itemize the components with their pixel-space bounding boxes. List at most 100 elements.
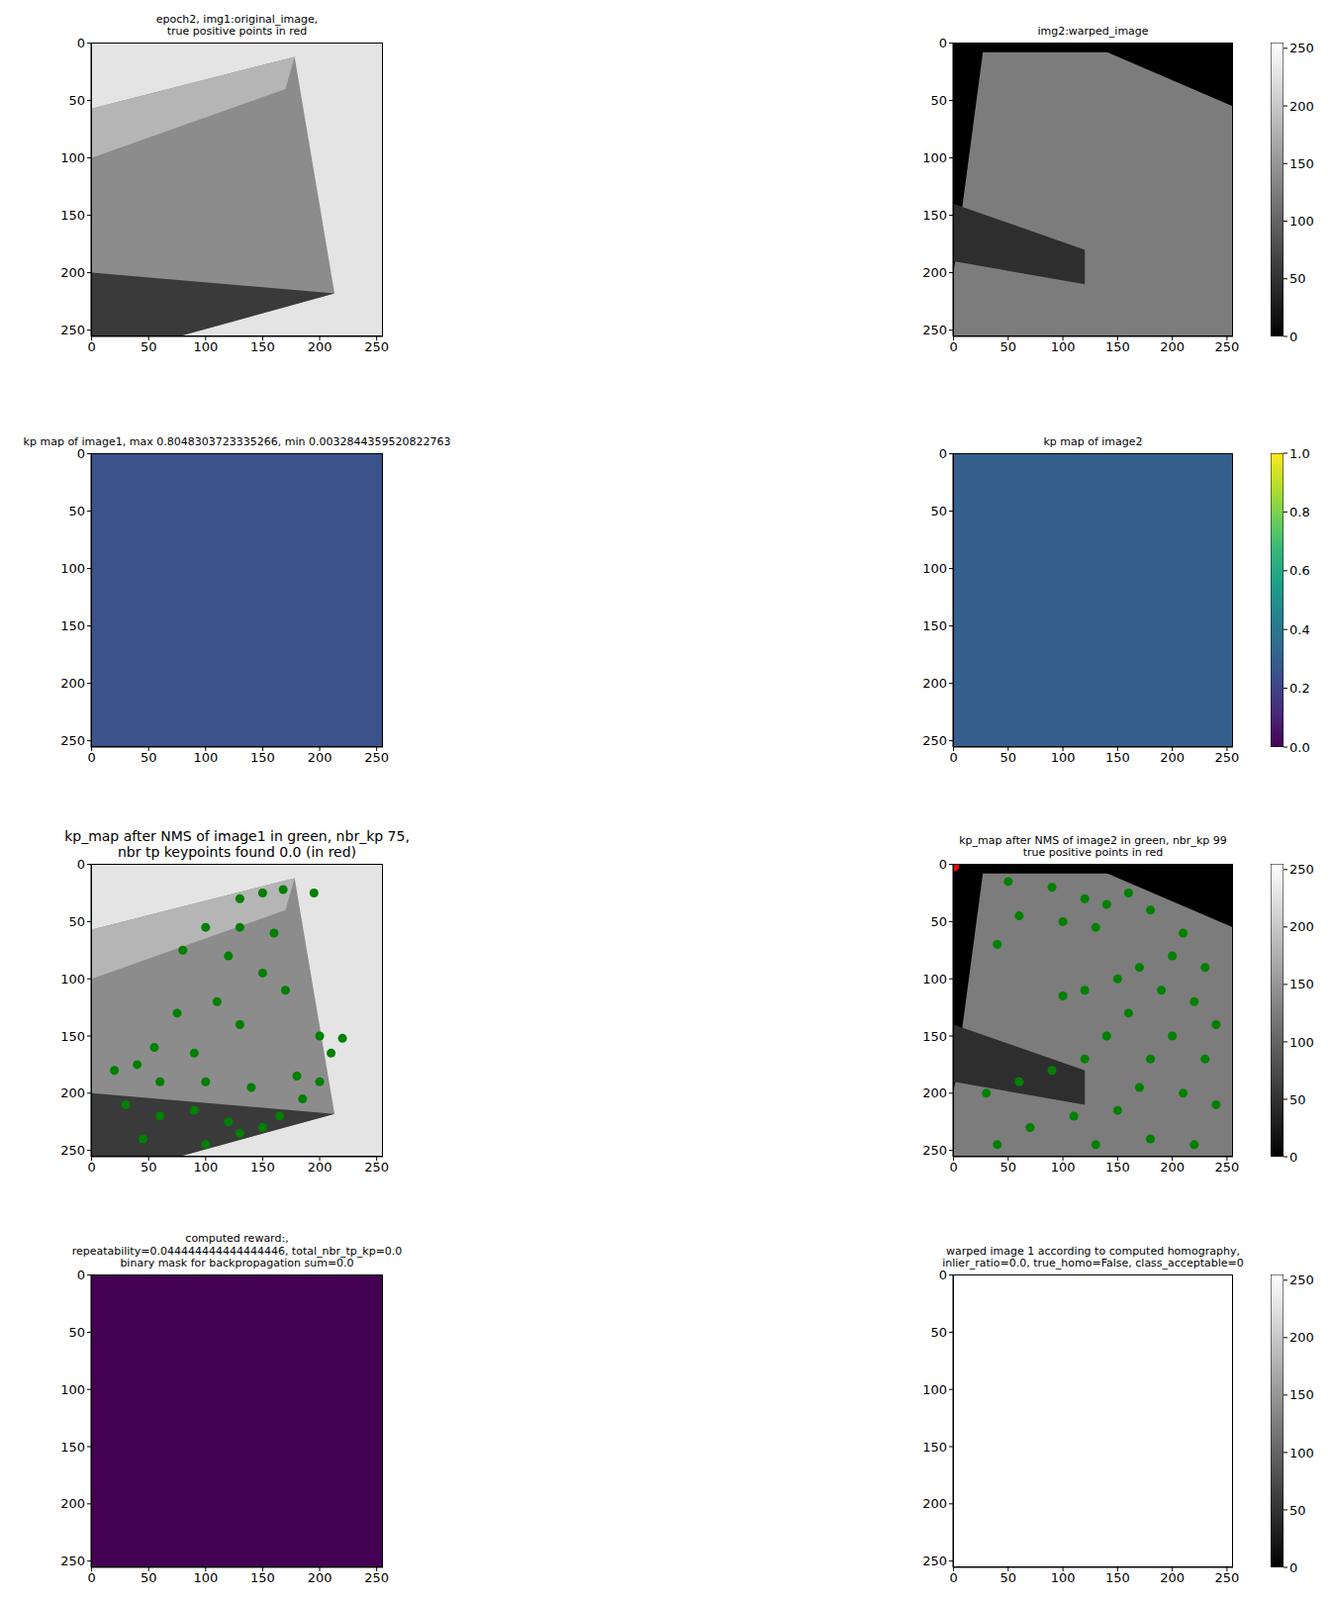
svg-text:150: 150 <box>60 1029 86 1045</box>
svg-text:0: 0 <box>949 339 957 355</box>
svg-text:0: 0 <box>1289 1560 1298 1576</box>
svg-text:0: 0 <box>77 35 86 51</box>
svg-text:100: 100 <box>192 1159 218 1175</box>
svg-text:50: 50 <box>930 93 948 108</box>
svg-text:0: 0 <box>87 339 96 355</box>
svg-text:0: 0 <box>949 1159 957 1175</box>
svg-text:50: 50 <box>1000 750 1018 765</box>
svg-text:0: 0 <box>949 750 957 765</box>
svg-text:250: 250 <box>60 1142 86 1158</box>
svg-text:200: 200 <box>1159 339 1185 355</box>
svg-text:50: 50 <box>140 1570 158 1586</box>
svg-text:200: 200 <box>60 675 86 691</box>
svg-text:100: 100 <box>192 339 218 355</box>
svg-text:200: 200 <box>922 265 948 281</box>
svg-text:150: 150 <box>1105 1159 1131 1175</box>
svg-text:100: 100 <box>1289 1035 1315 1050</box>
svg-text:200: 200 <box>60 265 86 281</box>
svg-text:200: 200 <box>307 339 333 355</box>
svg-text:150: 150 <box>1289 1387 1315 1403</box>
svg-text:250: 250 <box>922 1142 948 1158</box>
svg-text:50: 50 <box>68 93 86 108</box>
svg-text:100: 100 <box>1289 213 1315 229</box>
svg-text:150: 150 <box>1105 1570 1131 1586</box>
svg-text:50: 50 <box>1000 1570 1018 1586</box>
svg-text:150: 150 <box>250 750 276 765</box>
svg-text:0: 0 <box>77 446 86 462</box>
svg-text:50: 50 <box>68 503 86 519</box>
svg-text:250: 250 <box>1289 1272 1315 1288</box>
svg-text:200: 200 <box>60 1085 86 1101</box>
svg-text:150: 150 <box>250 1570 276 1586</box>
svg-text:200: 200 <box>1289 98 1315 114</box>
svg-text:150: 150 <box>922 1439 948 1455</box>
svg-text:200: 200 <box>1159 750 1185 765</box>
svg-text:0: 0 <box>1289 1149 1298 1165</box>
svg-text:200: 200 <box>922 1496 948 1512</box>
svg-text:50: 50 <box>140 1159 158 1175</box>
svg-text:250: 250 <box>922 1553 948 1569</box>
svg-text:250: 250 <box>364 339 389 355</box>
svg-text:150: 150 <box>250 339 276 355</box>
svg-text:250: 250 <box>60 733 86 749</box>
svg-text:250: 250 <box>922 322 948 338</box>
svg-text:0: 0 <box>77 1267 86 1283</box>
svg-text:50: 50 <box>1000 1159 1018 1175</box>
svg-text:100: 100 <box>192 1570 218 1586</box>
svg-text:250: 250 <box>60 322 86 338</box>
svg-text:250: 250 <box>1215 1159 1240 1175</box>
svg-text:0.8: 0.8 <box>1289 504 1311 520</box>
svg-text:50: 50 <box>1289 1092 1307 1108</box>
svg-text:0: 0 <box>87 1570 96 1586</box>
svg-text:200: 200 <box>922 675 948 691</box>
svg-text:50: 50 <box>140 750 158 765</box>
svg-text:150: 150 <box>922 1029 948 1045</box>
svg-text:50: 50 <box>930 914 948 930</box>
svg-text:100: 100 <box>60 150 86 166</box>
svg-text:0: 0 <box>77 856 86 872</box>
svg-text:150: 150 <box>1105 750 1131 765</box>
svg-text:250: 250 <box>60 1553 86 1569</box>
svg-text:50: 50 <box>68 1325 86 1340</box>
svg-text:250: 250 <box>922 733 948 749</box>
svg-text:200: 200 <box>307 1570 333 1586</box>
svg-text:0.0: 0.0 <box>1289 740 1311 756</box>
svg-text:0: 0 <box>1289 329 1298 345</box>
svg-text:100: 100 <box>60 561 86 576</box>
svg-text:200: 200 <box>922 1085 948 1101</box>
svg-text:150: 150 <box>922 618 948 634</box>
svg-text:250: 250 <box>1215 750 1240 765</box>
svg-text:0: 0 <box>939 446 948 462</box>
svg-text:100: 100 <box>1050 1570 1076 1586</box>
svg-text:150: 150 <box>1105 339 1131 355</box>
svg-text:250: 250 <box>364 750 389 765</box>
svg-text:250: 250 <box>1289 40 1315 56</box>
svg-text:0.6: 0.6 <box>1289 563 1311 578</box>
svg-text:0.2: 0.2 <box>1289 680 1311 696</box>
svg-text:1.0: 1.0 <box>1289 446 1311 462</box>
svg-text:0: 0 <box>949 1570 957 1586</box>
svg-text:100: 100 <box>192 750 218 765</box>
svg-text:50: 50 <box>140 339 158 355</box>
svg-text:50: 50 <box>1289 1503 1307 1519</box>
svg-text:150: 150 <box>60 207 86 223</box>
svg-text:200: 200 <box>307 1159 333 1175</box>
svg-text:100: 100 <box>1050 339 1076 355</box>
svg-text:150: 150 <box>1289 156 1315 172</box>
svg-text:0: 0 <box>87 1159 96 1175</box>
svg-text:50: 50 <box>68 914 86 930</box>
svg-text:100: 100 <box>60 1382 86 1398</box>
svg-text:150: 150 <box>1289 976 1315 992</box>
svg-text:100: 100 <box>1289 1445 1315 1461</box>
svg-text:250: 250 <box>1215 1570 1240 1586</box>
svg-text:200: 200 <box>1159 1570 1185 1586</box>
svg-text:50: 50 <box>930 1325 948 1340</box>
svg-text:150: 150 <box>250 1159 276 1175</box>
svg-text:50: 50 <box>930 503 948 519</box>
svg-text:0: 0 <box>939 35 948 51</box>
svg-text:200: 200 <box>60 1496 86 1512</box>
svg-text:100: 100 <box>1050 1159 1076 1175</box>
svg-text:250: 250 <box>1215 339 1240 355</box>
svg-text:150: 150 <box>60 618 86 634</box>
svg-text:0: 0 <box>87 750 96 765</box>
